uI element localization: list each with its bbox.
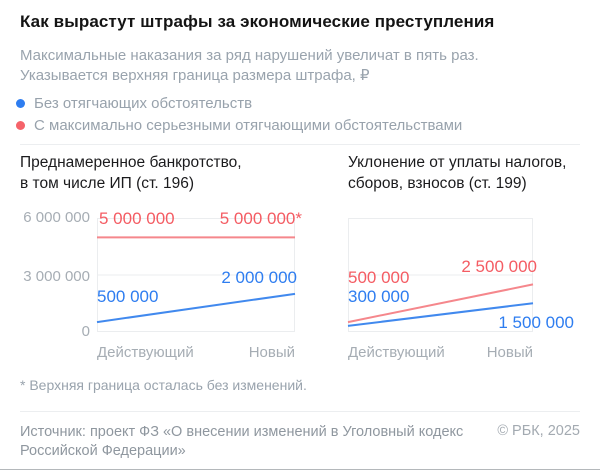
subtitle-line-1: Максимальные наказания за ряд нарушений … [20,47,479,64]
left-chart-title: Преднамеренное банкротство, в том числе … [20,152,242,194]
left-chart-plot [96,218,296,332]
left-xtick-new: Новый [248,344,295,361]
left-blue-end-value: 2 000 000 [221,268,297,287]
left-red-end-value: 5 000 000* [219,209,302,228]
legend-item-blue: Без отягчающих обстоятельств [16,95,252,112]
right-chart-plot [347,218,534,332]
footer-divider [20,411,580,412]
right-xaxis-labels: Действующий Новый [348,344,533,361]
left-ytick-3m: 3 000 000 [23,268,90,285]
left-ytick-6m: 6 000 000 [23,209,90,226]
left-chart-title-line-1: Преднамеренное банкротство, [20,154,242,171]
right-chart-title: Уклонение от уплаты налогов, сборов, взн… [348,152,566,194]
right-blue-end-value: 1 500 000 [498,313,574,332]
source: Источник: проект ФЗ «О внесении изменени… [20,423,463,461]
source-line-1: Источник: проект ФЗ «О внесении изменени… [20,424,464,440]
page-title: Как вырастут штрафы за экономические пре… [20,12,495,31]
right-red-end-value: 2 500 000 [461,257,537,276]
legend-label: С максимально серьезными отягчающими обс… [34,117,463,134]
subtitle-line-2: Указывается верхняя граница размера штра… [20,67,370,84]
right-xtick-new: Новый [486,344,533,361]
blue-dot-icon [16,99,25,108]
left-red-start-value: 5 000 000 [99,209,175,228]
legend-label: Без отягчающих обстоятельств [34,95,253,112]
copyright: © РБК, 2025 [497,423,580,439]
red-dot-icon [16,121,25,130]
source-line-2: Российской Федерации» [20,443,186,459]
legend-item-red: С максимально серьезными отягчающими обс… [16,117,462,134]
bottom-edge-line [0,469,600,470]
right-blue-start-value: 300 000 [348,287,410,306]
left-ytick-0: 0 [81,323,90,340]
right-chart-title-line-2: сборов, взносов (ст. 199) [348,175,527,192]
header-divider [20,144,580,145]
footnote: * Верхняя граница осталась без изменений… [20,377,307,393]
right-red-start-value: 500 000 [348,268,410,287]
left-chart-title-line-2: в том числе ИП (ст. 196) [20,175,195,192]
left-blue-start-value: 500 000 [97,287,159,306]
right-chart-title-line-1: Уклонение от уплаты налогов, [348,154,567,171]
left-xaxis-labels: Действующий Новый [97,344,295,361]
left-xtick-current: Действующий [97,344,194,361]
right-xtick-current: Действующий [348,344,445,361]
